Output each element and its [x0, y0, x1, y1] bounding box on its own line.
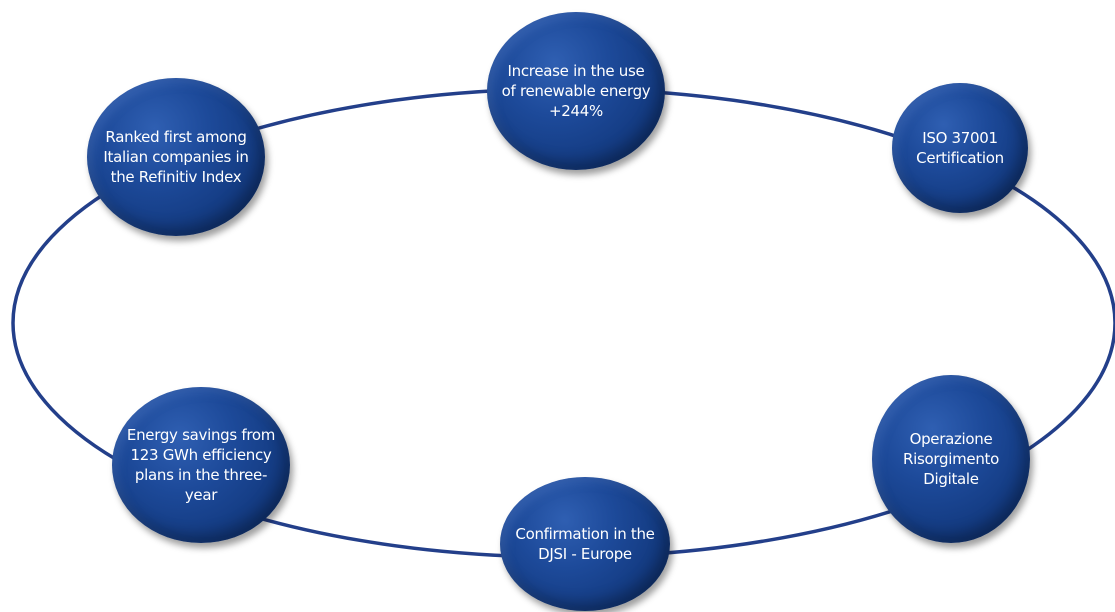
- node-renewable-energy-label: Increase in the use of renewable energy …: [501, 62, 651, 120]
- node-risorgimento-digitale: Operazione Risorgimento Digitale: [872, 375, 1030, 543]
- node-refinitiv-index-label: Ranked first among Italian companies in …: [103, 128, 249, 186]
- node-energy-savings: Energy savings from 123 GWh efficiency p…: [112, 387, 290, 543]
- node-iso-certification-label: ISO 37001 Certification: [916, 129, 1004, 167]
- node-djsi-europe-label: Confirmation in the DJSI - Europe: [515, 525, 655, 563]
- node-refinitiv-index: Ranked first among Italian companies in …: [87, 78, 265, 236]
- node-risorgimento-digitale-label: Operazione Risorgimento Digitale: [903, 430, 999, 488]
- node-djsi-europe: Confirmation in the DJSI - Europe: [500, 477, 670, 611]
- node-energy-savings-label: Energy savings from 123 GWh efficiency p…: [126, 426, 276, 504]
- node-iso-certification: ISO 37001 Certification: [892, 83, 1028, 213]
- node-renewable-energy: Increase in the use of renewable energy …: [487, 12, 665, 170]
